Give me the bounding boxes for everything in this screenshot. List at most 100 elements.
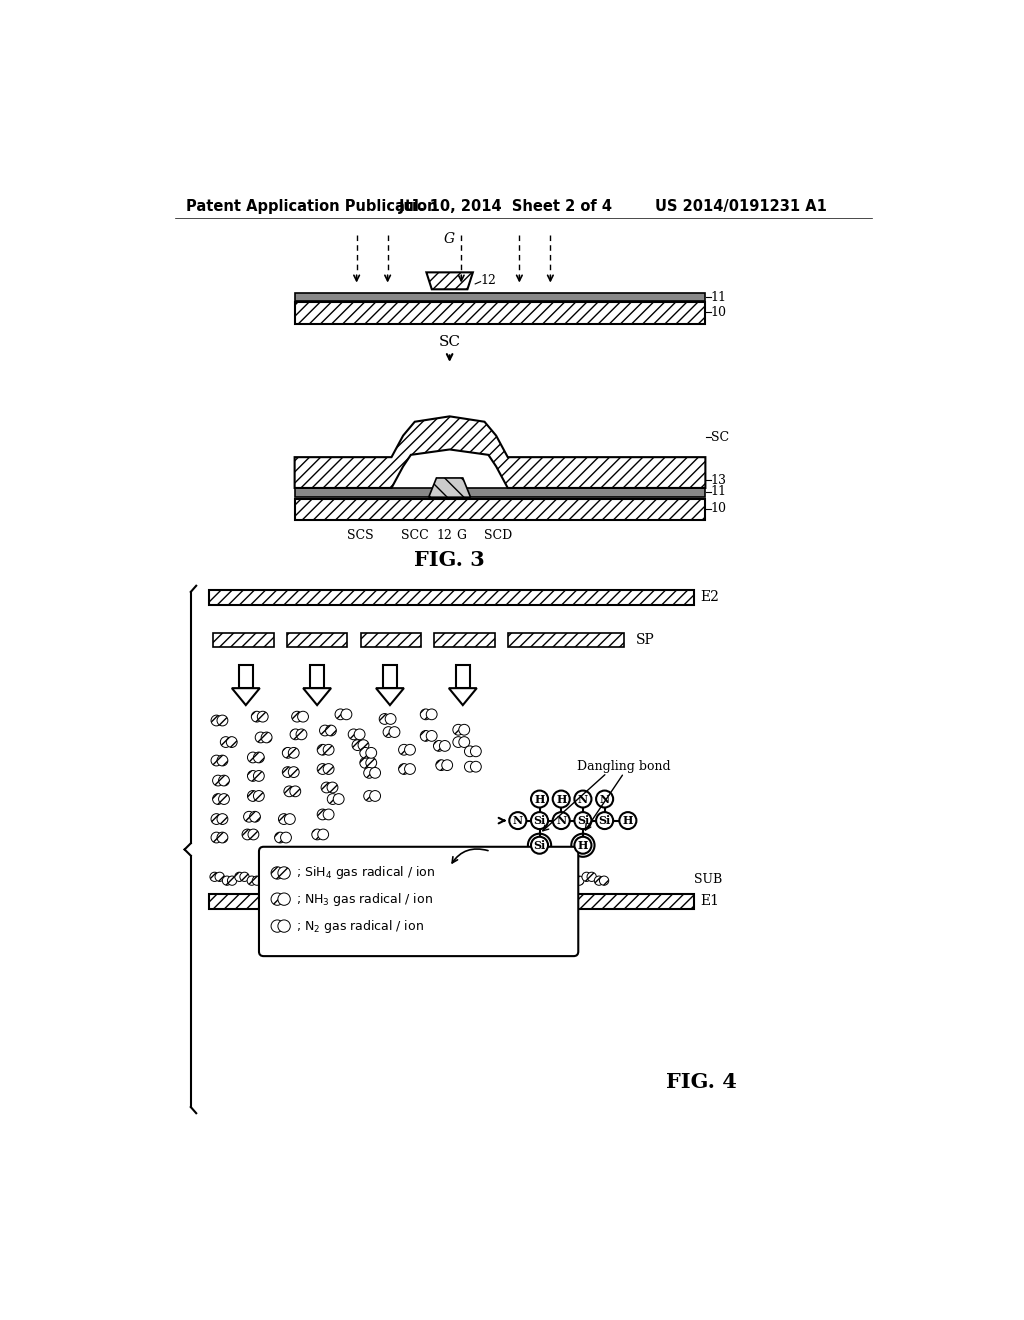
Circle shape	[596, 791, 613, 808]
Circle shape	[571, 834, 595, 857]
Bar	[209, 894, 693, 909]
Circle shape	[436, 760, 446, 771]
Circle shape	[324, 744, 334, 755]
Bar	[310, 665, 324, 688]
Circle shape	[220, 737, 231, 747]
Circle shape	[620, 812, 636, 829]
Circle shape	[465, 746, 475, 756]
Circle shape	[532, 873, 542, 882]
Text: N: N	[513, 816, 523, 826]
Text: SCC: SCC	[400, 529, 429, 543]
Circle shape	[334, 873, 343, 882]
Circle shape	[453, 725, 464, 735]
Text: Si: Si	[534, 816, 546, 826]
Circle shape	[278, 892, 290, 906]
Text: SP: SP	[636, 634, 654, 647]
Text: SCS: SCS	[347, 529, 374, 543]
Circle shape	[253, 791, 264, 801]
Text: US 2014/0191231 A1: US 2014/0191231 A1	[655, 198, 826, 214]
Text: E1: E1	[700, 895, 719, 908]
Circle shape	[376, 876, 385, 886]
Circle shape	[409, 873, 418, 882]
Circle shape	[475, 876, 484, 886]
Circle shape	[290, 729, 301, 739]
Circle shape	[264, 873, 274, 882]
Circle shape	[309, 873, 318, 882]
Circle shape	[364, 873, 373, 882]
Circle shape	[574, 812, 592, 829]
Circle shape	[414, 873, 423, 882]
Polygon shape	[295, 416, 706, 488]
Circle shape	[364, 791, 375, 801]
Circle shape	[317, 744, 328, 755]
Circle shape	[501, 876, 510, 886]
Circle shape	[528, 834, 551, 857]
Circle shape	[439, 741, 451, 751]
Bar	[295, 302, 706, 323]
Circle shape	[253, 771, 264, 781]
Circle shape	[211, 755, 222, 766]
Text: H: H	[578, 840, 588, 851]
Circle shape	[421, 876, 430, 886]
Circle shape	[281, 832, 292, 843]
Text: H: H	[556, 793, 566, 805]
Circle shape	[259, 873, 269, 882]
Text: E2: E2	[700, 590, 719, 605]
Text: ; N$_2$ gas radical / ion: ; N$_2$ gas radical / ion	[296, 917, 424, 935]
Polygon shape	[429, 478, 471, 498]
Text: N: N	[578, 793, 588, 805]
Circle shape	[250, 812, 260, 822]
FancyBboxPatch shape	[259, 847, 579, 956]
Circle shape	[218, 793, 229, 804]
Circle shape	[284, 785, 295, 797]
Circle shape	[379, 714, 390, 725]
Circle shape	[352, 739, 362, 751]
Text: FIG. 4: FIG. 4	[666, 1072, 737, 1093]
Circle shape	[358, 739, 369, 751]
Circle shape	[458, 873, 467, 882]
Circle shape	[351, 876, 360, 886]
Circle shape	[433, 873, 442, 882]
Circle shape	[371, 876, 381, 886]
Circle shape	[234, 873, 244, 882]
Circle shape	[217, 715, 228, 726]
Bar	[360, 634, 421, 647]
Circle shape	[553, 812, 569, 829]
Circle shape	[482, 873, 492, 882]
Text: Si: Si	[598, 816, 610, 826]
Circle shape	[404, 744, 416, 755]
Circle shape	[279, 813, 290, 825]
Bar	[209, 590, 693, 605]
Text: H: H	[535, 793, 545, 805]
Circle shape	[358, 873, 368, 882]
Circle shape	[217, 813, 228, 825]
Text: 13: 13	[711, 474, 727, 487]
Circle shape	[398, 763, 410, 775]
Bar	[383, 665, 397, 688]
Circle shape	[251, 711, 262, 722]
Circle shape	[227, 876, 237, 886]
Circle shape	[242, 829, 253, 840]
Circle shape	[596, 812, 613, 829]
Bar	[295, 293, 706, 301]
Circle shape	[215, 873, 224, 882]
Circle shape	[211, 832, 222, 843]
Circle shape	[364, 767, 375, 779]
Circle shape	[339, 873, 348, 882]
Circle shape	[470, 762, 481, 772]
Bar	[295, 488, 706, 498]
Circle shape	[317, 829, 329, 840]
Bar	[456, 665, 470, 688]
Circle shape	[317, 809, 328, 820]
Circle shape	[389, 726, 400, 738]
Circle shape	[298, 711, 308, 722]
Circle shape	[426, 876, 435, 886]
Circle shape	[271, 920, 284, 932]
Circle shape	[496, 876, 505, 886]
Circle shape	[252, 876, 261, 886]
Circle shape	[226, 737, 238, 747]
Circle shape	[587, 873, 596, 882]
Circle shape	[420, 709, 431, 719]
Circle shape	[289, 747, 299, 758]
Bar	[434, 634, 495, 647]
